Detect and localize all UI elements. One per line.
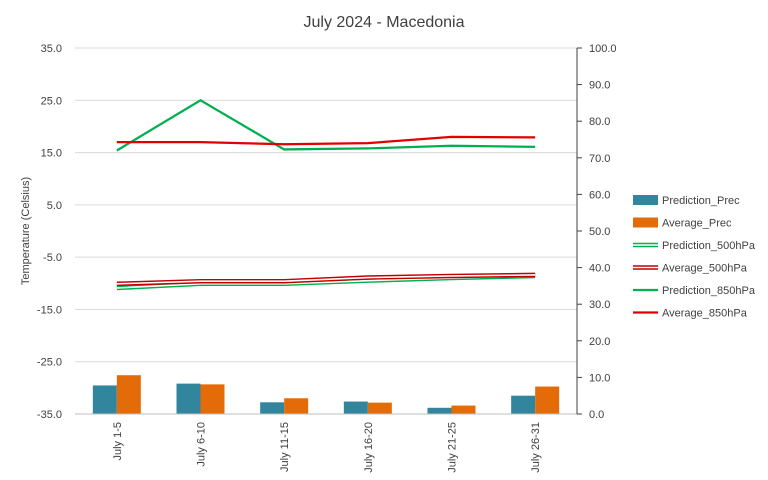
x-tick-label: July 6-10 [196, 422, 208, 467]
bar-average-prec [367, 402, 392, 414]
y2-tick-label: 50.0 [589, 226, 610, 238]
legend-swatch-average-prec [633, 217, 658, 228]
bar-prediction-prec [511, 395, 536, 414]
legend-label: Prediction_Prec [662, 195, 740, 207]
line-average-850hpa [116, 135, 536, 146]
bar-average-prec [116, 375, 141, 414]
x-tick-label: July 1-5 [112, 422, 124, 461]
bar-prediction-prec [260, 402, 285, 414]
bar-average-prec [284, 398, 309, 414]
y2-tick-label: 90.0 [589, 80, 610, 92]
y2-tick-label: 20.0 [589, 336, 610, 348]
y2-tick-label: 30.0 [589, 299, 610, 311]
bar-prediction-prec [176, 383, 201, 414]
bar-prediction-prec [343, 401, 368, 414]
legend-swatch-prediction-prec [633, 195, 658, 205]
y-tick-label: 15.0 [41, 148, 62, 160]
y-tick-label: -15.0 [37, 304, 62, 316]
y2-axis-ticks: 100.0 90.0 80.0 70.0 60.0 50.0 40.0 30.0 20.0 10.… [577, 43, 617, 421]
y2-tick-label: 80.0 [589, 116, 610, 128]
bar-average-prec [451, 405, 476, 414]
line-average-500hpa-inner [116, 274, 536, 285]
bar-prediction-prec [92, 385, 117, 414]
x-tick-label: July 21-25 [447, 422, 459, 473]
line-prediction-850hpa [116, 98, 536, 152]
y-tick-label: 5.0 [47, 200, 62, 212]
y2-tick-label: 10.0 [589, 372, 610, 384]
y-tick-label: -5.0 [43, 252, 62, 264]
y-tick-label: -35.0 [37, 409, 62, 421]
x-tick-label: July 11-15 [279, 422, 291, 472]
x-axis-ticks: July 1-5 July 6-10 July 11-15 July 16-20 Jul… [112, 422, 542, 473]
chart-title: July 2024 - Macedonia [304, 14, 465, 31]
legend-label: Average_850hPa [662, 308, 748, 320]
bar-average-prec [200, 384, 225, 414]
lines [116, 98, 536, 291]
legend: Prediction_Prec Average_Prec Prediction_50… [633, 195, 756, 320]
bars [92, 375, 560, 414]
x-tick-label: July 16-20 [363, 422, 375, 473]
y2-tick-label: 70.0 [589, 153, 610, 165]
y-tick-label: 25.0 [41, 95, 62, 107]
legend-label: Average_Prec [662, 218, 732, 230]
legend-label: Prediction_500hPa [662, 240, 756, 252]
bar-prediction-prec [427, 407, 452, 414]
y-axis-label: Temperature (Celsius) [20, 177, 32, 285]
y-axis-ticks: 35.0 25.0 15.0 5.0 -5.0 -15.0 -25.0 -35.0 [37, 43, 62, 421]
y2-tick-label: 60.0 [589, 189, 610, 201]
y2-tick-label: 0.0 [589, 409, 604, 421]
axes [75, 48, 578, 415]
y2-tick-label: 100.0 [589, 43, 617, 55]
y-tick-label: -25.0 [37, 357, 62, 369]
gridlines [75, 47, 577, 363]
y-tick-label: 35.0 [41, 43, 62, 55]
x-tick-label: July 26-31 [530, 422, 542, 473]
legend-label: Average_500hPa [662, 263, 748, 275]
legend-label: Prediction_850hPa [662, 285, 756, 297]
bar-average-prec [535, 386, 560, 414]
y2-tick-label: 40.0 [589, 263, 610, 275]
